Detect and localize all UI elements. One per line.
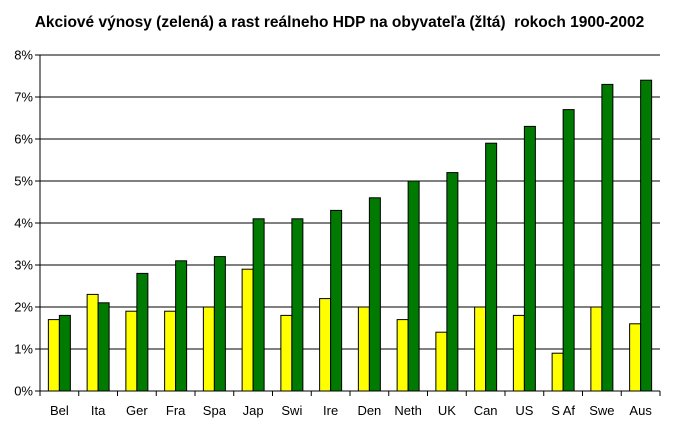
gridlines	[40, 54, 660, 350]
y-tick-label: 5%	[14, 174, 33, 189]
bar	[136, 272, 149, 392]
bar	[551, 352, 564, 392]
bar	[446, 172, 459, 392]
x-tick-label: US	[515, 403, 533, 418]
bar	[407, 180, 420, 392]
bar	[512, 314, 525, 392]
bar	[357, 306, 370, 392]
x-tick-label: Spa	[203, 403, 227, 418]
y-tick-label: 6%	[14, 132, 33, 147]
bar	[590, 306, 603, 392]
x-tick-label: Den	[357, 403, 381, 418]
bar	[97, 302, 110, 392]
bar	[280, 314, 293, 392]
bar	[164, 310, 177, 392]
y-tick-label: 4%	[14, 216, 33, 231]
bar	[523, 125, 536, 392]
bar	[125, 310, 138, 392]
bar	[368, 197, 381, 392]
bar	[601, 83, 614, 392]
bar	[435, 331, 448, 392]
x-tick-label: Fra	[166, 403, 186, 418]
x-tick-label: Can	[474, 403, 498, 418]
bar	[58, 314, 71, 392]
x-tick-label: Bel	[50, 403, 69, 418]
x-tick-label: Swe	[589, 403, 614, 418]
bar	[640, 79, 653, 392]
x-tick-label: Swi	[281, 403, 302, 418]
x-tick-label: Ire	[323, 403, 338, 418]
bar	[202, 306, 215, 392]
x-tick-label: Neth	[394, 403, 421, 418]
bars	[47, 79, 653, 392]
bar	[562, 109, 575, 392]
y-tick-label: 1%	[14, 342, 33, 357]
bar	[213, 256, 226, 392]
bar	[86, 293, 99, 392]
bar	[241, 268, 254, 392]
bar	[291, 218, 304, 392]
bar	[47, 319, 60, 392]
y-tick-label: 8%	[14, 48, 33, 63]
bar	[629, 323, 642, 392]
y-tick-label: 0%	[14, 384, 33, 399]
y-tick-label: 3%	[14, 258, 33, 273]
x-tick-label: Ger	[126, 403, 148, 418]
bar	[330, 209, 343, 392]
y-tick-label: 7%	[14, 90, 33, 105]
bar	[175, 260, 188, 392]
x-tick-label: Aus	[629, 403, 652, 418]
bar	[252, 218, 265, 392]
bar	[396, 319, 409, 392]
x-tick-label: UK	[438, 403, 456, 418]
bar	[485, 142, 498, 392]
y-tick-label: 2%	[14, 300, 33, 315]
axes	[35, 54, 661, 396]
x-tick-label: Jap	[243, 403, 264, 418]
bar	[319, 298, 332, 392]
chart-title: Akciové výnosy (zelená) a rast reálneho …	[34, 14, 645, 31]
x-tick-label: S Af	[551, 403, 575, 418]
bar	[474, 306, 487, 392]
x-tick-label: Ita	[91, 403, 106, 418]
tick-labels: 0% 1% 2% 3% 4% 5% 6% 7% 8% Bel Ita Ger Fra Spa Jap Swi I…	[14, 48, 652, 419]
